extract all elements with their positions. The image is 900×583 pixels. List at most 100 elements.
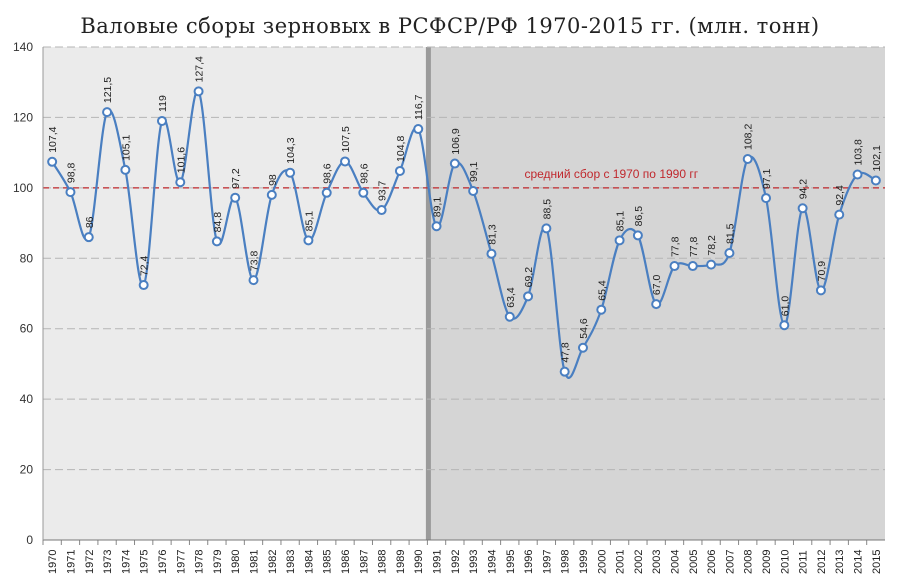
- data-label: 85,1: [303, 211, 315, 232]
- x-tick-label: 1996: [523, 550, 535, 574]
- data-point: [431, 221, 442, 232]
- data-label: 103,8: [853, 139, 865, 165]
- y-tick-label: 0: [26, 533, 33, 547]
- data-label: 63,4: [505, 287, 517, 308]
- data-point: [394, 165, 405, 176]
- data-point: [651, 299, 662, 310]
- data-point: [340, 156, 351, 167]
- x-tick-label: 2014: [853, 550, 865, 574]
- x-tick-label: 1994: [486, 550, 498, 574]
- data-point: [65, 187, 76, 198]
- data-point: [47, 156, 58, 167]
- data-label: 61,0: [779, 296, 791, 317]
- data-point: [285, 167, 296, 178]
- data-point: [376, 205, 387, 216]
- data-label: 97,1: [761, 168, 773, 189]
- data-point: [596, 304, 607, 315]
- x-tick-label: 2010: [779, 550, 791, 574]
- x-tick-label: 1972: [84, 550, 96, 574]
- data-label: 127,4: [194, 56, 206, 82]
- x-tick-label: 1974: [120, 550, 132, 574]
- y-tick-label: 80: [20, 251, 34, 265]
- data-point: [449, 158, 460, 169]
- data-point: [834, 209, 845, 220]
- data-point: [303, 235, 314, 246]
- data-point: [193, 86, 204, 97]
- data-label: 77,8: [670, 236, 682, 257]
- x-tick-label: 2003: [651, 550, 663, 574]
- data-point: [559, 366, 570, 377]
- data-point: [468, 186, 479, 197]
- data-point: [358, 187, 369, 198]
- data-label: 92,4: [834, 185, 846, 206]
- data-label: 70,9: [816, 261, 828, 282]
- data-point: [632, 230, 643, 241]
- x-tick-label: 1976: [157, 550, 169, 574]
- x-tick-label: 2011: [798, 550, 810, 574]
- x-tick-label: 1987: [358, 550, 370, 574]
- x-tick-label: 2001: [615, 550, 627, 574]
- x-tick-label: 1983: [285, 550, 297, 574]
- data-label: 108,2: [743, 124, 755, 150]
- data-label: 116,7: [413, 94, 425, 120]
- x-tick-label: 1970: [47, 550, 59, 574]
- data-point: [761, 193, 772, 204]
- data-label: 89,1: [432, 197, 444, 218]
- data-point: [541, 223, 552, 234]
- x-tick-label: 2005: [688, 550, 700, 574]
- data-point: [156, 115, 167, 126]
- gridlines: [43, 46, 885, 471]
- y-tick-label: 40: [20, 392, 34, 406]
- x-tick-label: 1998: [560, 550, 572, 574]
- x-tick-label: 2013: [834, 550, 846, 574]
- x-tick-label: 1980: [230, 550, 242, 574]
- x-tick-label: 1986: [340, 550, 352, 574]
- x-tick-label: 2002: [633, 550, 645, 574]
- x-tick-label: 1973: [102, 550, 114, 574]
- data-point: [230, 192, 241, 203]
- data-label: 97,2: [230, 168, 242, 189]
- data-label: 98,6: [322, 163, 334, 184]
- data-label: 101,6: [175, 147, 187, 173]
- data-point: [523, 291, 534, 302]
- data-point: [321, 187, 332, 198]
- data-point: [248, 275, 259, 286]
- x-tick-label: 1995: [505, 550, 517, 574]
- x-tick-label: 2009: [761, 550, 773, 574]
- data-point: [175, 177, 186, 188]
- average-reference-label: средний сбор с 1970 по 1990 гг: [524, 167, 698, 181]
- russia-period-background: [428, 47, 885, 540]
- data-point: [687, 261, 698, 272]
- data-point: [83, 232, 94, 243]
- data-point: [486, 248, 497, 259]
- x-tick-label: 1975: [139, 550, 151, 574]
- data-label: 88,5: [541, 199, 553, 220]
- data-point: [138, 280, 149, 291]
- data-label: 98,8: [65, 162, 77, 183]
- data-label: 67,0: [651, 274, 663, 295]
- data-label: 121,5: [102, 77, 114, 103]
- x-tick-label: 2015: [871, 550, 883, 574]
- data-label: 86,5: [633, 206, 645, 227]
- data-point: [724, 248, 735, 259]
- data-label: 106,9: [450, 128, 462, 154]
- data-point: [577, 342, 588, 353]
- data-label: 104,8: [395, 136, 407, 162]
- data-point: [797, 203, 808, 214]
- data-label: 93,7: [377, 180, 389, 201]
- data-label: 105,1: [120, 134, 132, 160]
- x-tick-label: 2000: [596, 550, 608, 574]
- x-tick-label: 1984: [303, 550, 315, 574]
- x-tick-label: 1971: [65, 550, 77, 574]
- x-tick-label: 2006: [706, 550, 718, 574]
- x-tick-label: 1981: [249, 550, 261, 574]
- data-label: 98: [267, 174, 279, 186]
- x-tick-label: 1990: [413, 550, 425, 574]
- data-markers: [47, 86, 881, 377]
- data-label: 102,1: [871, 145, 883, 171]
- data-label: 94,2: [798, 179, 810, 200]
- data-label: 77,8: [688, 236, 700, 257]
- data-point: [815, 285, 826, 296]
- data-label: 98,6: [358, 163, 370, 184]
